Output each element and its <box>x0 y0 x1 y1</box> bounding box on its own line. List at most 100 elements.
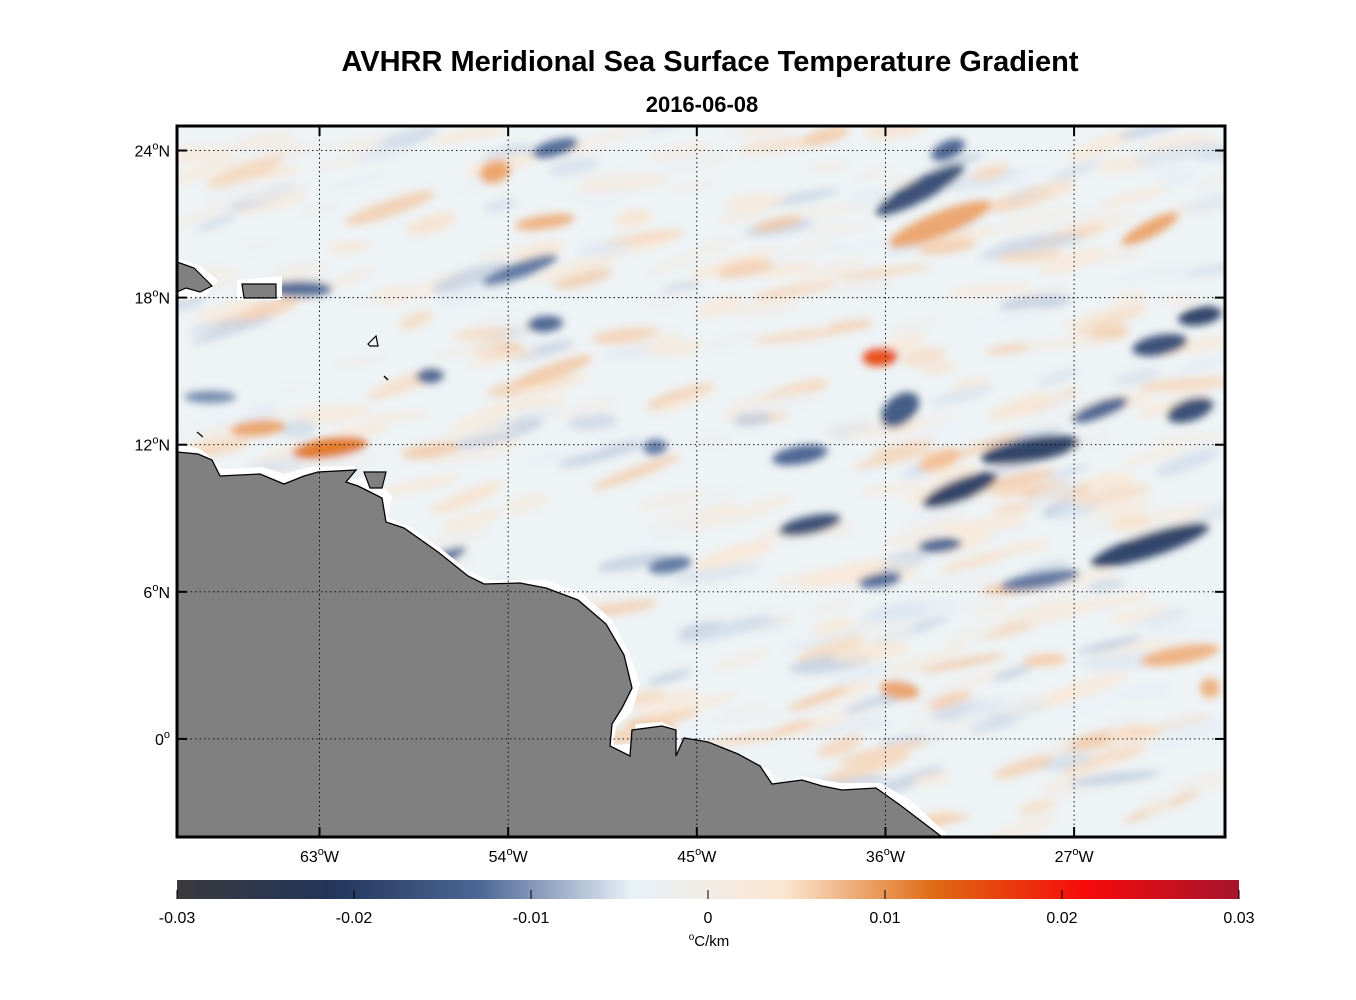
gradient-streak <box>716 207 767 224</box>
gradient-streak <box>997 694 1052 717</box>
gradient-streak <box>1036 367 1080 387</box>
gradient-streak <box>802 126 850 147</box>
barbados-island[interactable] <box>383 375 389 381</box>
gradient-feature <box>416 368 444 384</box>
latitude-labels: 24oN 18oN 12oN 6oN 0o <box>135 141 170 749</box>
gradient-feature <box>1090 522 1210 568</box>
gradient-streak <box>1000 206 1073 233</box>
gradient-streak <box>430 481 504 515</box>
lon-tick-label: 54oW <box>489 846 529 866</box>
guadeloupe-island[interactable] <box>367 334 379 347</box>
south-america-land[interactable] <box>177 451 944 837</box>
puerto-rico-island[interactable] <box>241 283 277 299</box>
gradient-streak <box>869 439 935 457</box>
gradient-streak <box>1106 264 1178 285</box>
gradient-streak <box>732 306 790 325</box>
gradient-feature <box>880 680 920 700</box>
gradient-streak <box>1096 714 1143 732</box>
gradient-streak <box>1036 752 1091 772</box>
lat-tick-label: 0o <box>155 729 170 749</box>
gradient-streak <box>454 326 513 342</box>
gradient-streak <box>1117 126 1187 140</box>
gradient-streak <box>669 180 715 193</box>
gradient-streak <box>846 188 893 209</box>
trinidad-island[interactable] <box>363 471 387 489</box>
gradient-streak <box>591 454 681 490</box>
gradient-streak <box>944 621 1004 646</box>
gradient-streak <box>635 689 700 712</box>
gradient-streak <box>697 327 771 353</box>
gradient-streak <box>1025 480 1083 505</box>
gradient-streak <box>596 552 669 572</box>
colorbar <box>177 880 1239 899</box>
gradient-streak <box>1137 794 1174 814</box>
gradient-streak <box>1155 717 1225 736</box>
gradient-streak <box>885 645 970 674</box>
gradient-streak <box>939 549 1014 573</box>
gradient-streak <box>1084 472 1135 489</box>
gradient-streak <box>639 288 701 312</box>
gradient-streak <box>644 150 721 173</box>
gradient-streak <box>479 397 568 412</box>
gradient-feature <box>888 200 992 248</box>
gradient-streak <box>797 559 890 589</box>
gradient-streak <box>299 202 338 216</box>
gradient-streak <box>514 407 563 420</box>
gradient-streak <box>1137 376 1225 392</box>
gradient-streak <box>720 701 769 715</box>
gradient-streak <box>913 575 997 591</box>
grenada-island[interactable] <box>196 431 204 438</box>
colorbar-ticks: -0.03 -0.02 -0.01 0 0.01 0.02 0.03 <box>159 890 1255 927</box>
lat-tick-label: 24oN <box>135 141 170 161</box>
gradient-feature <box>230 419 286 437</box>
gradient-streak <box>578 241 631 258</box>
gradient-streak <box>177 409 259 440</box>
gradient-streak <box>1017 800 1057 814</box>
gradient-streak <box>679 616 773 643</box>
gradient-streak <box>1050 693 1118 716</box>
gradient-streak <box>177 293 206 312</box>
gradient-streak <box>989 815 1058 837</box>
gradient-feature <box>980 435 1080 465</box>
lat-tick-label: 6oN <box>143 582 170 602</box>
gradient-streak <box>189 318 247 334</box>
gradient-streak <box>271 260 312 274</box>
gradient-streak <box>754 233 797 248</box>
gradient-streak <box>910 773 952 785</box>
gradient-streak <box>817 735 863 757</box>
colorbar-tick-label: 0 <box>704 910 713 927</box>
gradient-streak <box>196 213 236 232</box>
gradient-feature <box>1178 306 1222 326</box>
gradient-streak <box>706 710 792 724</box>
gradient-streak <box>727 392 769 410</box>
gradient-streak <box>1101 185 1170 208</box>
gradient-streak <box>327 242 371 252</box>
gradient-streak <box>836 264 932 280</box>
gradient-streak <box>996 233 1084 253</box>
gradient-streak <box>430 126 509 143</box>
colorbar-tick-label: 0.02 <box>1046 910 1077 927</box>
gradient-streak <box>988 393 1052 421</box>
gradient-streak <box>724 194 786 210</box>
gradient-streak <box>333 424 388 437</box>
gradient-streak <box>1156 622 1225 642</box>
gradient-streak <box>853 165 894 182</box>
hispaniola-island[interactable] <box>177 261 214 293</box>
colorbar-tick-label: 0.01 <box>869 910 900 927</box>
gradient-feature <box>515 213 575 231</box>
longitude-labels: 63oW 54oW 45oW 36oW 27oW <box>300 846 1094 866</box>
gradient-streak <box>753 215 802 233</box>
gradient-streak <box>957 695 1022 723</box>
gradient-streak <box>940 515 1028 536</box>
gradient-feature <box>918 537 962 553</box>
gradient-streak <box>446 407 511 436</box>
gradient-streak <box>1149 613 1190 634</box>
gradient-streak <box>716 260 775 278</box>
gradient-streak <box>688 249 776 279</box>
gradient-streak <box>177 204 231 230</box>
gradient-streak <box>1023 336 1117 350</box>
gradient-streak <box>441 509 501 533</box>
gradient-streak <box>576 172 637 190</box>
lon-tick-label: 27oW <box>1055 846 1095 866</box>
gradient-streak <box>672 563 763 584</box>
